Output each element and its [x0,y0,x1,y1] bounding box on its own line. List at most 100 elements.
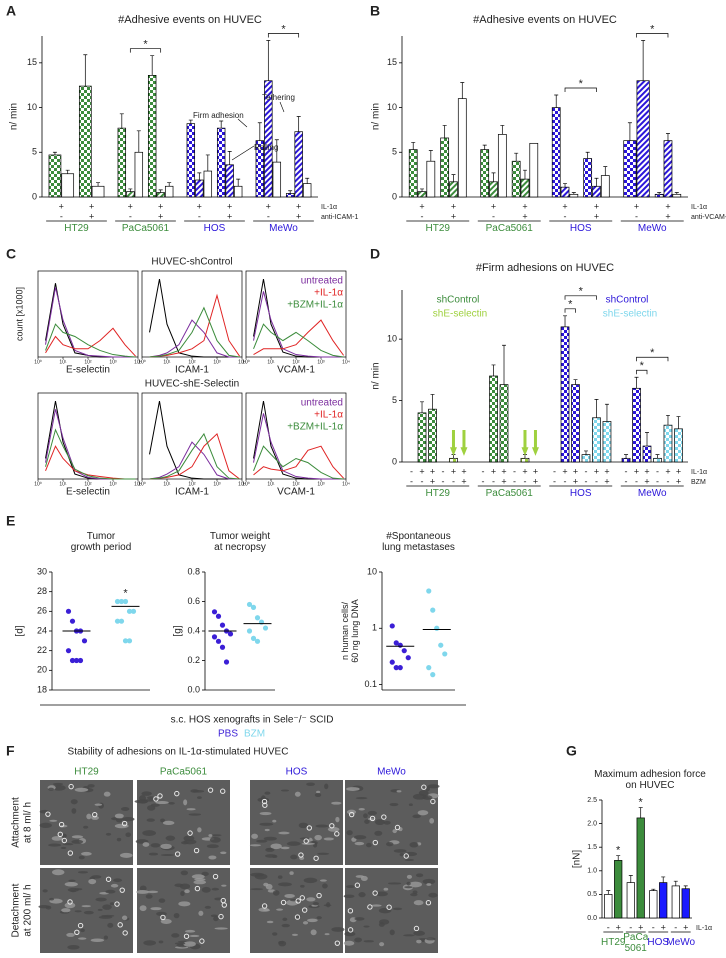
row-label: anti-ICAM-1 [321,214,358,221]
x-tick-label: 10² [84,359,92,365]
cell-texture [300,884,305,888]
y-tick-label: 15 [27,57,37,67]
bar [659,882,668,919]
x-tick-label: 10⁰ [242,481,250,487]
row-mark: + [533,466,538,476]
significance: * [579,286,584,298]
row-mark: + [634,201,639,211]
significance-bracket [267,33,300,38]
cell-texture [64,902,76,909]
row-mark: + [604,476,609,486]
cell-texture [280,846,290,850]
cell-texture [221,884,227,887]
row-mark: + [562,466,567,476]
cell [212,873,219,880]
histogram-curve [149,319,240,358]
cell-texture [276,908,284,911]
bar [294,131,303,198]
panel-letter: G [566,743,577,759]
cell-texture [139,885,147,892]
data-point [126,638,133,644]
error-bar [83,54,88,87]
cell-texture [249,844,262,847]
cell [348,811,355,818]
x-tick-label: 10³ [213,481,221,487]
row-mark: - [595,476,598,486]
x-tick-label: 10³ [213,359,221,365]
cell-texture [49,897,55,901]
cell-texture [67,945,80,950]
cell-texture [428,892,438,898]
row-mark: + [461,476,466,486]
cell-texture [136,890,149,894]
cell-texture [406,881,411,886]
cell-texture [251,833,258,839]
series-annotation: Rolling [254,143,278,152]
bar [203,170,213,198]
bar [134,151,144,198]
row-mark: + [89,211,94,221]
row-mark: - [629,922,632,932]
micrograph [40,868,133,953]
y-axis-label: [nN] [572,850,583,869]
cell-texture [363,925,370,928]
data-point [438,642,444,648]
row-mark: + [227,211,232,221]
row-mark: - [666,476,669,486]
row-mark: - [198,211,201,221]
histogram-curve [253,413,344,480]
cell-texture [266,920,274,924]
cell-texture [83,910,94,915]
row-mark: + [665,211,670,221]
y-tick-label: 5 [32,147,37,157]
x-tick-label: 10² [188,359,196,365]
bar [408,149,418,198]
error-bar [442,125,447,138]
data-point [254,615,261,621]
cell-texture [298,822,309,829]
histogram-curve [45,287,136,358]
bar [654,193,664,198]
cell [105,876,112,882]
error-bar [657,192,662,195]
row-mark: - [584,466,587,476]
error-bar [676,416,681,429]
cell-texture [317,852,330,855]
bar [560,326,570,463]
error-bar [188,119,193,124]
cell-texture [114,823,129,829]
label-box: MeWo [666,937,695,948]
cell-texture [331,927,345,932]
cell [160,914,166,921]
row-mark: + [676,476,681,486]
cell-texture [399,852,404,857]
significance: * [616,845,621,857]
group-label: HOS [203,223,226,235]
significance: * [650,347,655,359]
error-bar [655,454,660,459]
bar [614,860,623,919]
error-bar [665,414,670,426]
histogram-curve [45,428,136,480]
cell-texture [392,907,403,911]
cell [403,853,409,859]
histogram-curve [149,401,240,480]
error-bar [500,125,505,135]
row-mark: - [410,466,413,476]
x-tick-label: 10⁰ [242,359,250,365]
cell-texture [278,882,292,887]
row-mark: - [564,476,567,486]
cell-texture [184,889,190,894]
row-mark: + [296,201,301,211]
cell-texture [392,829,397,834]
cell [122,930,128,936]
cell-texture [429,818,435,824]
cell [119,887,125,893]
significance-bracket [564,308,576,313]
legend-label: shControl [606,295,649,306]
cell-texture [209,836,221,843]
cell [45,811,51,817]
y-tick-label: 0.0 [187,684,200,694]
data-point [389,623,395,629]
cell-texture [324,783,329,790]
